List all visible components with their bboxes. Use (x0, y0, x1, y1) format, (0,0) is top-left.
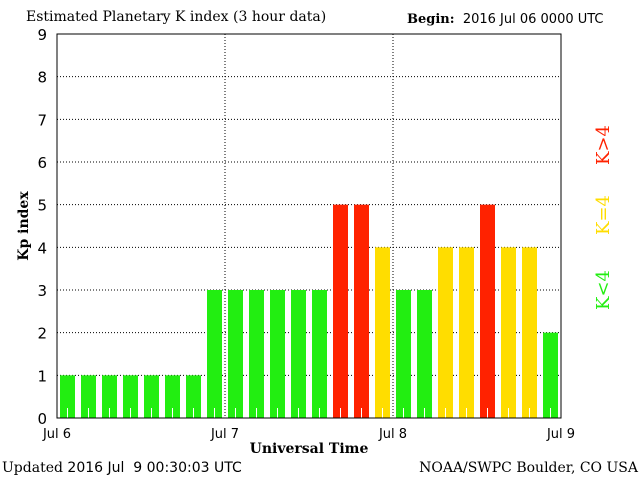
kp-bar (207, 290, 222, 418)
begin-label: Begin: (407, 12, 455, 27)
kp-bar (459, 247, 474, 418)
kp-bar (522, 247, 537, 418)
x-tick-label: Jul 6 (42, 427, 71, 442)
y-axis-label: Kp index (16, 191, 32, 261)
kp-bar (396, 290, 411, 418)
y-tick-label: 7 (37, 111, 47, 129)
kp-bar (123, 375, 138, 418)
kp-bar (186, 375, 201, 418)
updated-value: 2016 Jul 9 00:30:03 UTC (67, 460, 242, 476)
legend-entry: K<4 (593, 270, 614, 310)
chart-title: Estimated Planetary K index (3 hour data… (26, 9, 327, 25)
y-tick-label: 2 (37, 325, 47, 343)
kp-bar (438, 247, 453, 418)
legend-entry: K=4 (593, 195, 614, 235)
kp-bar (312, 290, 327, 418)
updated-time: Updated 2016 Jul 9 00:30:03 UTC (2, 460, 242, 476)
kp-bar (291, 290, 306, 418)
x-tick-label: Jul 8 (378, 427, 407, 442)
kp-bar (249, 290, 264, 418)
y-tick-label: 0 (37, 410, 47, 428)
kp-bar (480, 204, 495, 418)
plot-frame (56, 33, 562, 419)
kp-bar (417, 290, 432, 418)
kp-bar (81, 375, 96, 418)
kp-bar (60, 375, 75, 418)
kp-bar (270, 290, 285, 418)
kp-bar (333, 204, 348, 418)
kp-bar (144, 375, 159, 418)
x-axis-label: Universal Time (250, 441, 369, 457)
x-tick-label: Jul 7 (210, 427, 239, 442)
kp-bar (375, 247, 390, 418)
kp-bar (543, 332, 558, 418)
y-tick-label: 5 (37, 197, 47, 215)
begin-time: Begin: 2016 Jul 06 0000 UTC (407, 12, 604, 27)
kp-bar (228, 290, 243, 418)
credit: NOAA/SWPC Boulder, CO USA (419, 460, 638, 476)
x-tick-label: Jul 9 (546, 427, 575, 442)
y-tick-label: 6 (37, 154, 47, 172)
kp-bar (501, 247, 516, 418)
y-tick-label: 4 (37, 239, 47, 257)
y-tick-label: 1 (37, 367, 47, 385)
kp-bar (354, 204, 369, 418)
updated-label: Updated (2, 460, 63, 476)
begin-value: 2016 Jul 06 0000 UTC (462, 12, 604, 27)
kp-bar (102, 375, 117, 418)
legend-entry: K>4 (593, 125, 614, 165)
y-tick-label: 3 (37, 282, 47, 300)
kp-bar (165, 375, 180, 418)
y-tick-label: 8 (37, 69, 47, 87)
y-tick-label: 9 (37, 26, 47, 44)
